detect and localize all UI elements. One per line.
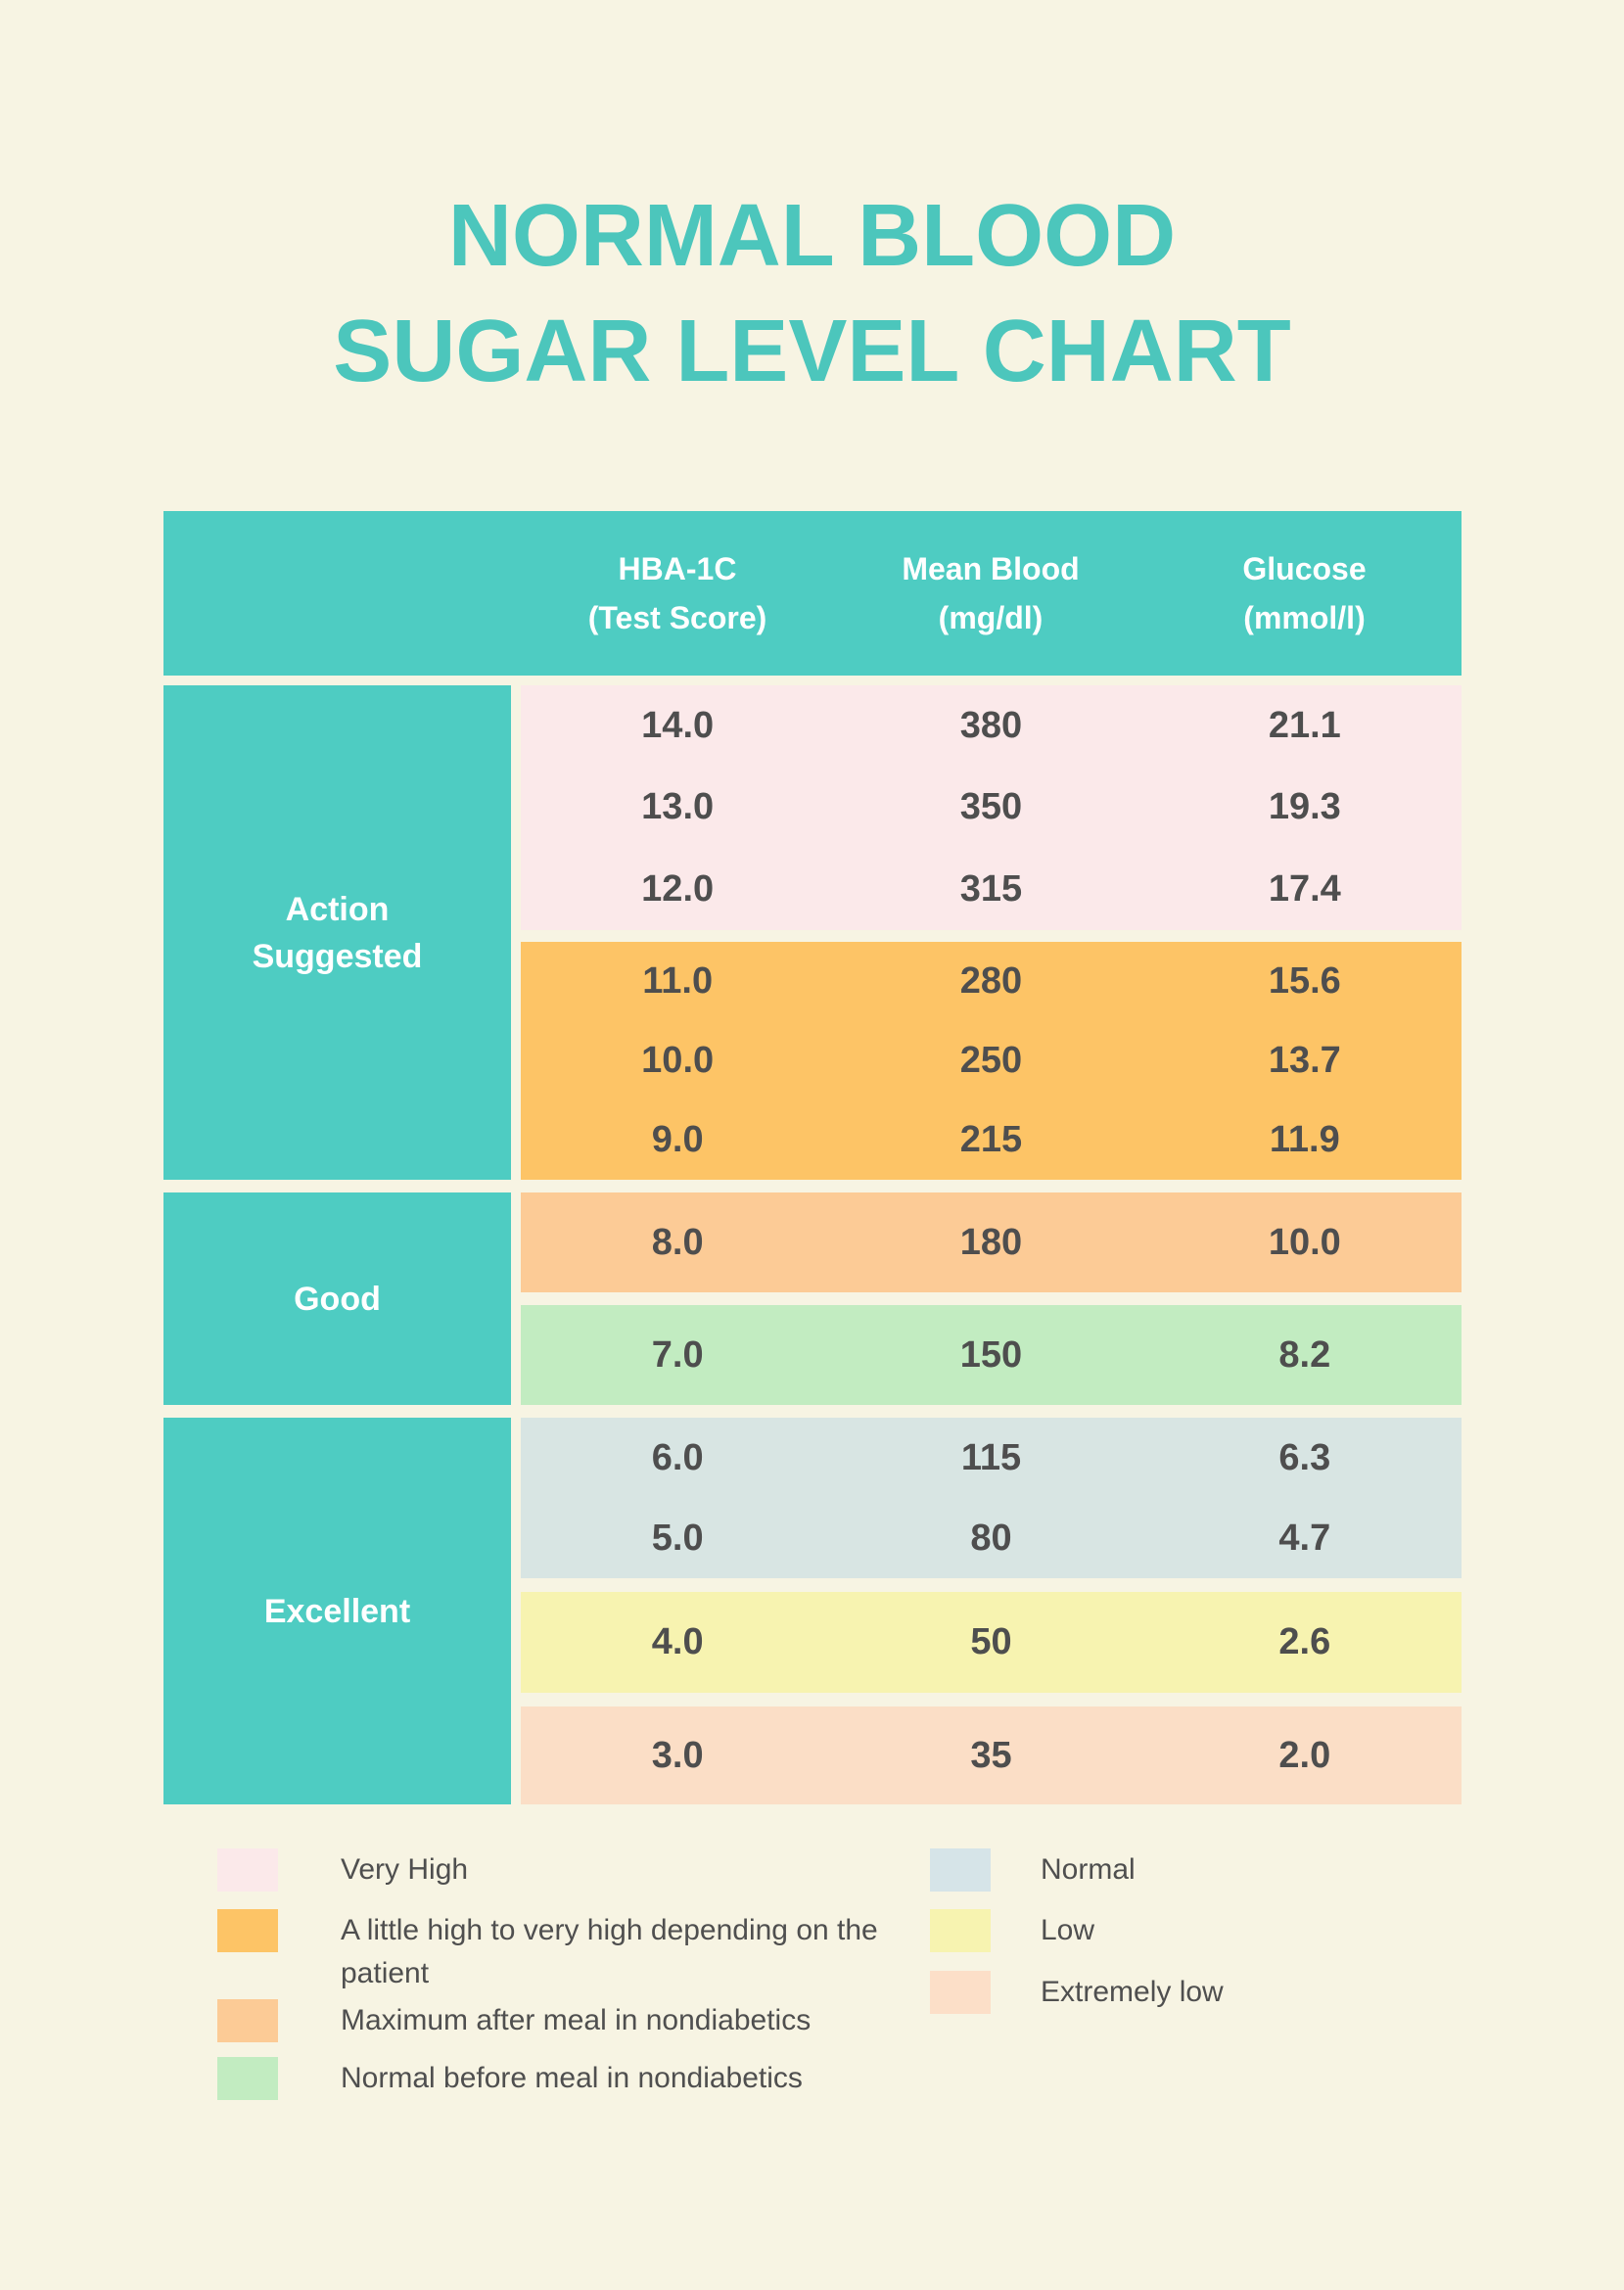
block-max-after-meal: 8.0 180 10.0 bbox=[521, 1192, 1462, 1292]
title-line-1: NORMAL BLOOD bbox=[447, 187, 1177, 285]
legend-label: Maximum after meal in nondiabetics bbox=[341, 2004, 812, 2036]
table-row: 11.0 280 15.6 bbox=[521, 960, 1462, 1003]
cell-glucose: 21.1 bbox=[1268, 705, 1341, 747]
category-column: Action Suggested Good Excellent bbox=[163, 685, 511, 1804]
legend-swatch-very-high bbox=[217, 1848, 278, 1892]
cell-mean-blood: 350 bbox=[959, 786, 1023, 828]
cell-mean-blood: 315 bbox=[959, 867, 1023, 910]
cell-mean-blood: 280 bbox=[959, 960, 1023, 1002]
legend-item-very-high: Very High bbox=[217, 1848, 468, 1892]
cell-glucose: 19.3 bbox=[1268, 786, 1341, 828]
cell-hba1c: 9.0 bbox=[651, 1119, 704, 1160]
legend-label: Low bbox=[1041, 1914, 1095, 1946]
category-label: Excellent bbox=[263, 1592, 411, 1630]
cell-mean-blood: 215 bbox=[959, 1119, 1023, 1160]
legend-item-normal: Normal bbox=[930, 1848, 1136, 1892]
cell-glucose: 2.0 bbox=[1278, 1734, 1331, 1776]
legend-item-normal-before-meal: Normal before meal in nondiabetics bbox=[217, 2057, 803, 2100]
block-low: 4.0 50 2.6 bbox=[521, 1592, 1462, 1693]
legend-label: A little high to very high depending on … bbox=[341, 1914, 878, 1989]
block-normal-before-meal: 7.0 150 8.2 bbox=[521, 1305, 1462, 1405]
category-excellent: Excellent bbox=[163, 1418, 511, 1804]
cell-glucose: 6.3 bbox=[1278, 1436, 1331, 1478]
cell-glucose: 13.7 bbox=[1268, 1040, 1341, 1081]
cell-mean-blood: 150 bbox=[959, 1333, 1023, 1376]
blood-sugar-table: HBA-1C (Test Score) Mean Blood (mg/dl) G… bbox=[163, 511, 1462, 1804]
legend-swatch-normal bbox=[930, 1848, 991, 1892]
legend-label: Normal bbox=[1041, 1853, 1136, 1886]
table-row: 3.0 35 2.0 bbox=[521, 1735, 1462, 1777]
cell-hba1c: 11.0 bbox=[642, 960, 714, 1002]
cell-hba1c: 7.0 bbox=[651, 1333, 704, 1376]
table-row: 10.0 250 13.7 bbox=[521, 1040, 1462, 1082]
cell-mean-blood: 250 bbox=[959, 1040, 1023, 1081]
table-body: Action Suggested Good Excellent 14.0 380… bbox=[163, 685, 1462, 1804]
data-column: 14.0 380 21.1 13.0 350 19.3 12.0 315 17.… bbox=[521, 685, 1462, 1804]
cell-hba1c: 6.0 bbox=[651, 1436, 704, 1478]
cell-hba1c: 3.0 bbox=[651, 1734, 704, 1776]
category-action-suggested: Action Suggested bbox=[163, 685, 511, 1180]
cell-hba1c: 8.0 bbox=[651, 1221, 704, 1263]
cell-mean-blood: 80 bbox=[970, 1517, 1012, 1559]
table-row: 6.0 115 6.3 bbox=[521, 1437, 1462, 1479]
header-mean-blood: Mean Blood (mg/dl) bbox=[902, 551, 1080, 635]
table-row: 14.0 380 21.1 bbox=[521, 705, 1462, 747]
legend-swatch-normal-before-meal bbox=[217, 2057, 278, 2100]
cell-glucose: 11.9 bbox=[1269, 1119, 1340, 1160]
cell-glucose: 10.0 bbox=[1268, 1221, 1341, 1263]
legend-item-max-after-meal: Maximum after meal in nondiabetics bbox=[217, 1999, 811, 2042]
cell-glucose: 4.7 bbox=[1278, 1517, 1331, 1559]
cell-hba1c: 12.0 bbox=[641, 867, 715, 910]
category-label: Action Suggested bbox=[252, 890, 423, 975]
table-row: 4.0 50 2.6 bbox=[521, 1621, 1462, 1663]
table-row: 8.0 180 10.0 bbox=[521, 1222, 1462, 1264]
cell-hba1c: 4.0 bbox=[651, 1621, 704, 1662]
block-little-high: 11.0 280 15.6 10.0 250 13.7 9.0 215 11.9 bbox=[521, 942, 1462, 1180]
cell-glucose: 17.4 bbox=[1268, 867, 1341, 910]
cell-hba1c: 5.0 bbox=[651, 1517, 704, 1559]
cell-mean-blood: 380 bbox=[959, 705, 1023, 747]
block-normal: 6.0 115 6.3 5.0 80 4.7 bbox=[521, 1418, 1462, 1578]
cell-hba1c: 13.0 bbox=[641, 786, 715, 828]
legend-item-little-high: A little high to very high depending on … bbox=[217, 1909, 908, 1995]
table-row: 7.0 150 8.2 bbox=[521, 1334, 1462, 1377]
table-row: 5.0 80 4.7 bbox=[521, 1518, 1462, 1560]
legend-swatch-little-high bbox=[217, 1909, 278, 1952]
legend-item-low: Low bbox=[930, 1909, 1094, 1952]
legend-swatch-low bbox=[930, 1909, 991, 1952]
cell-mean-blood: 115 bbox=[960, 1436, 1022, 1478]
table-row: 13.0 350 19.3 bbox=[521, 786, 1462, 828]
cell-glucose: 2.6 bbox=[1278, 1621, 1331, 1662]
title-line-2: SUGAR LEVEL CHART bbox=[333, 303, 1291, 400]
legend-item-extremely-low: Extremely low bbox=[930, 1971, 1224, 2014]
legend-swatch-max-after-meal bbox=[217, 1999, 278, 2042]
category-label: Good bbox=[294, 1280, 381, 1318]
block-extremely-low: 3.0 35 2.0 bbox=[521, 1706, 1462, 1804]
table-header: HBA-1C (Test Score) Mean Blood (mg/dl) G… bbox=[163, 511, 1462, 676]
page-title: NORMAL BLOOD SUGAR LEVEL CHART bbox=[0, 178, 1624, 409]
table-row: 12.0 315 17.4 bbox=[521, 868, 1462, 911]
cell-glucose: 15.6 bbox=[1268, 960, 1341, 1002]
legend-label: Extremely low bbox=[1041, 1976, 1224, 2008]
legend-label: Very High bbox=[341, 1853, 469, 1886]
legend-label: Normal before meal in nondiabetics bbox=[341, 2062, 803, 2094]
cell-mean-blood: 50 bbox=[970, 1621, 1012, 1662]
cell-hba1c: 14.0 bbox=[641, 705, 715, 747]
header-hba1c: HBA-1C (Test Score) bbox=[587, 551, 767, 635]
category-good: Good bbox=[163, 1192, 511, 1405]
cell-hba1c: 10.0 bbox=[641, 1040, 715, 1081]
block-very-high: 14.0 380 21.1 13.0 350 19.3 12.0 315 17.… bbox=[521, 685, 1462, 930]
table-row: 9.0 215 11.9 bbox=[521, 1119, 1462, 1161]
cell-mean-blood: 35 bbox=[970, 1734, 1012, 1776]
header-glucose: Glucose (mmol/l) bbox=[1242, 551, 1367, 635]
cell-mean-blood: 180 bbox=[959, 1221, 1023, 1263]
cell-glucose: 8.2 bbox=[1278, 1333, 1331, 1376]
legend-swatch-extremely-low bbox=[930, 1971, 991, 2014]
